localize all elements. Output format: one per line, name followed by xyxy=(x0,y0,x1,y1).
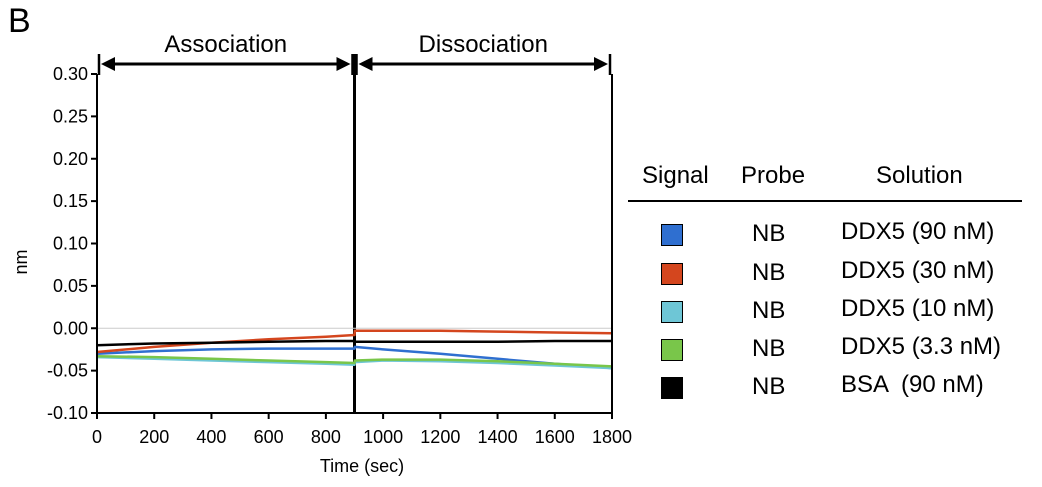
y-tick-label: 0.25 xyxy=(53,106,88,126)
series-lines xyxy=(96,329,613,370)
phase-label: Dissociation xyxy=(419,31,548,58)
x-tick-label: 0 xyxy=(92,427,102,447)
legend-swatch xyxy=(661,377,683,399)
series-line xyxy=(96,339,612,347)
x-tick-label: 400 xyxy=(196,427,226,447)
panel-letter: B xyxy=(8,2,31,40)
legend-probe: NB xyxy=(752,335,786,362)
legend-header-solution: Solution xyxy=(876,162,963,189)
y-tick-label: 0.05 xyxy=(53,276,88,296)
legend-solution: DDX5 (30 nM) xyxy=(841,257,995,284)
legend-probe: NB xyxy=(752,259,786,286)
legend-probe: NB xyxy=(752,373,786,400)
series-line xyxy=(96,354,613,368)
x-tick-label: 1600 xyxy=(535,427,575,447)
y-tick-label: 0.20 xyxy=(53,149,88,169)
phase-annotations: Association Dissociation xyxy=(97,31,612,413)
legend-solution: DDX5 (90 nM) xyxy=(841,218,995,245)
legend-probe: NB xyxy=(752,297,786,324)
y-axis-title: nm xyxy=(11,249,31,274)
y-tick-label: 0.00 xyxy=(53,318,88,338)
legend-solution: DDX5 (3.3 nM) xyxy=(841,333,1002,360)
x-tick-label: 1800 xyxy=(592,427,632,447)
series-line xyxy=(96,345,613,370)
legend-solution: DDX5 (10 nM) xyxy=(841,295,995,322)
legend-header-rule xyxy=(628,200,1022,202)
x-tick-label: 800 xyxy=(311,427,341,447)
legend-header-signal: Signal xyxy=(642,162,709,189)
legend-swatch xyxy=(661,224,683,246)
legend-swatch xyxy=(661,263,683,285)
legend-solution: BSA (90 nM) xyxy=(841,371,984,398)
legend-row: NB DDX5 (90 nM) xyxy=(628,218,1028,256)
x-tick-label: 200 xyxy=(139,427,169,447)
legend-swatch xyxy=(661,301,683,323)
x-tick-label: 600 xyxy=(254,427,284,447)
x-tick-label: 1000 xyxy=(363,427,403,447)
y-ticks: 0.30 0.25 0.20 0.15 0.10 0.05 0.00 -0.05 -0.10 xyxy=(47,64,97,423)
legend-swatch xyxy=(661,339,683,361)
y-tick-label: 0.30 xyxy=(53,64,88,84)
x-ticks: 0 200 400 600 800 1000 1200 1400 1600 1800 xyxy=(92,413,632,447)
y-tick-label: -0.10 xyxy=(47,403,88,423)
legend-row: NB BSA (90 nM) xyxy=(628,371,1028,409)
x-tick-label: 1400 xyxy=(478,427,518,447)
legend-row: NB DDX5 (3.3 nM) xyxy=(628,333,1028,371)
phase-arrow-head-right xyxy=(594,57,608,71)
y-tick-label: 0.15 xyxy=(53,191,88,211)
y-tick-label: 0.10 xyxy=(53,234,88,254)
legend-row: NB DDX5 (10 nM) xyxy=(628,295,1028,333)
phase-arrow-head-left xyxy=(101,57,115,71)
phase-label: Association xyxy=(164,31,287,58)
legend-probe: NB xyxy=(752,220,786,247)
legend-header-probe: Probe xyxy=(741,162,806,189)
x-axis-title: Time (sec) xyxy=(320,456,404,476)
phase-arrow-head-left xyxy=(358,57,373,71)
x-tick-label: 1200 xyxy=(420,427,460,447)
y-tick-label: -0.05 xyxy=(47,361,88,381)
phase-arrow-head-right xyxy=(336,57,351,71)
legend-row: NB DDX5 (30 nM) xyxy=(628,257,1028,295)
